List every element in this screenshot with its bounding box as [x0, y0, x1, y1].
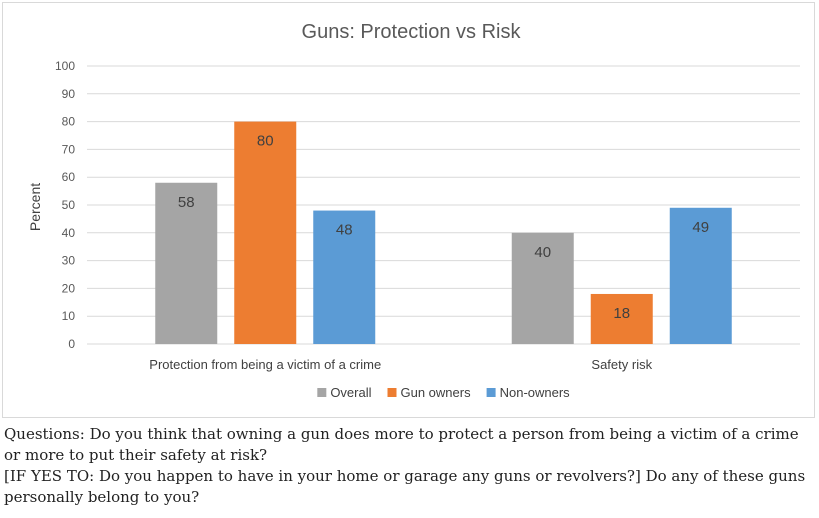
data-label: 18 [613, 305, 630, 322]
data-label: 80 [257, 133, 274, 150]
bars [155, 121, 732, 344]
caption-line-2: [IF YES TO: Do you happen to have in you… [4, 467, 806, 506]
y-tick-label: 60 [62, 170, 76, 184]
bar-chart: Guns: Protection vs Risk 0 10 20 30 40 50 60 70… [27, 21, 800, 400]
legend-swatch [387, 388, 397, 397]
bar [590, 293, 653, 344]
y-tick-label: 40 [62, 226, 76, 240]
chart-frame: Guns: Protection vs Risk 0 10 20 30 40 50 60 70… [2, 2, 815, 418]
bar [313, 210, 376, 344]
bar [234, 121, 297, 344]
bar [511, 232, 574, 344]
y-tick-label: 50 [62, 198, 76, 212]
y-tick-label: 30 [62, 254, 76, 268]
y-tick-label: 20 [62, 281, 76, 295]
bar [669, 207, 732, 344]
x-category-label: Safety risk [591, 357, 652, 372]
question-caption: Questions: Do you think that owning a gu… [4, 424, 814, 508]
data-label: 40 [534, 244, 551, 261]
y-tick-label: 70 [62, 142, 76, 156]
legend-swatch [317, 388, 327, 397]
legend-label: Overall [330, 385, 371, 400]
y-axis-ticks: 0 10 20 30 40 50 60 70 80 90 100 [55, 59, 75, 351]
data-label: 49 [692, 219, 709, 236]
y-tick-label: 0 [68, 337, 75, 351]
legend-label: Non-owners [500, 385, 571, 400]
y-axis-label: Percent [27, 183, 43, 231]
chart-title: Guns: Protection vs Risk [302, 21, 522, 43]
data-label: 48 [336, 222, 353, 239]
data-label: 58 [178, 194, 195, 211]
y-tick-label: 90 [62, 87, 76, 101]
legend: Overall Gun owners Non-owners [317, 385, 570, 400]
bar [155, 182, 218, 344]
x-category-label: Protection from being a victim of a crim… [149, 357, 381, 372]
y-tick-label: 80 [62, 115, 76, 129]
y-tick-label: 10 [62, 309, 76, 323]
legend-label: Gun owners [401, 385, 472, 400]
data-labels: 58 80 48 40 18 49 [178, 133, 709, 322]
legend-swatch [486, 388, 496, 397]
x-axis-categories: Protection from being a victim of a crim… [149, 357, 652, 372]
caption-line-1: Questions: Do you think that owning a gu… [4, 425, 799, 464]
y-tick-label: 100 [55, 59, 75, 73]
